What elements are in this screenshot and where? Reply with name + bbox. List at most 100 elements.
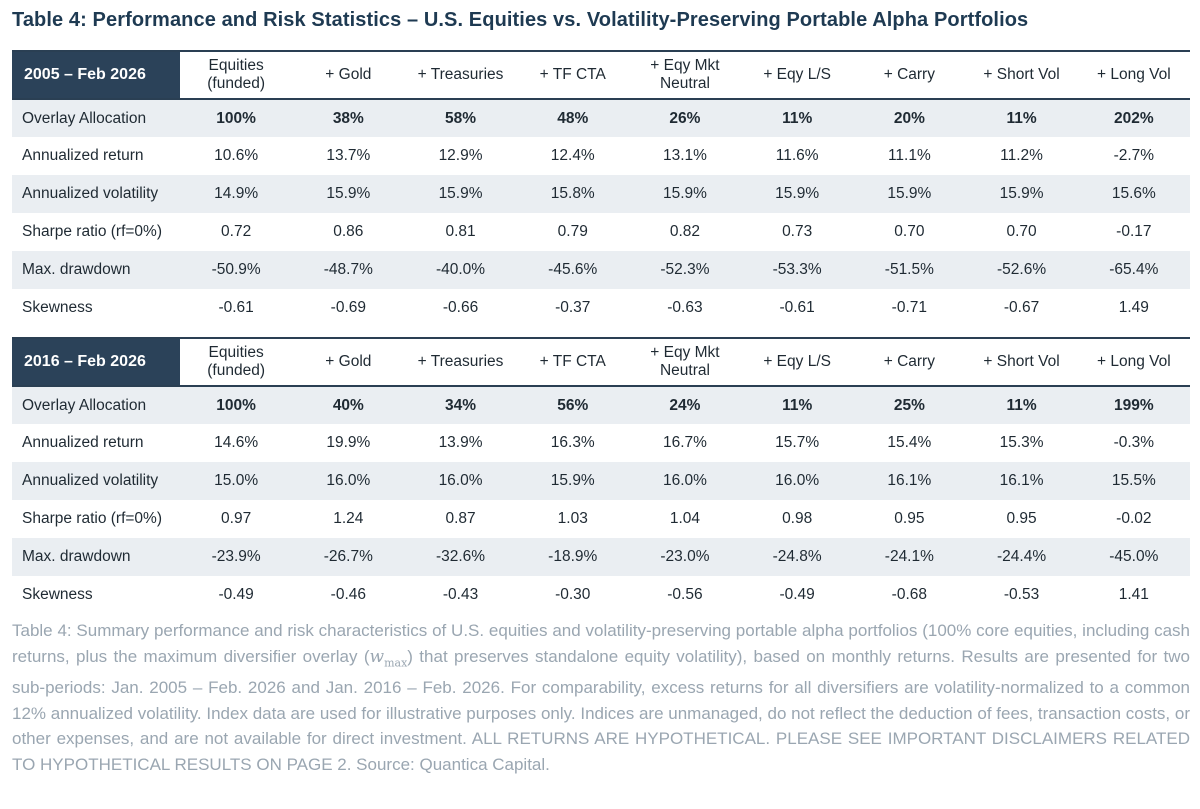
table-cell: 15.3% <box>999 434 1044 451</box>
table-row: Annualized return 14.6% 19.9% 13.9% 16.3% 16.… <box>12 424 1190 462</box>
column-header: + Treasuries <box>404 337 517 387</box>
table-row: Annualized return 10.6% 13.7% 12.9% 12.4% 13.… <box>12 137 1190 175</box>
table-cell: -0.53 <box>1003 586 1040 603</box>
table-cell: -65.4% <box>1077 251 1190 289</box>
table-cell: 15.6% <box>1077 175 1190 213</box>
table-cell: 15.9% <box>741 175 854 213</box>
table-cell: -0.02 <box>1116 510 1152 527</box>
table-cell: -50.9% <box>180 251 293 289</box>
caption-math-sub: max <box>384 655 408 669</box>
caption-math-wmax: wmax <box>370 647 408 669</box>
table-cell: 0.98 <box>782 510 813 527</box>
column-header: + Carry <box>853 50 966 100</box>
column-header-line2: (funded) <box>207 362 265 379</box>
column-header-line1: Equities <box>208 57 264 74</box>
stats-table-2005: 2005 – Feb 2026 Equities (funded) + Gold + T… <box>12 50 1190 327</box>
table-row: Annualized volatility 14.9% 15.9% 15.9% 15.8… <box>12 175 1190 213</box>
row-label: Annualized volatility <box>12 462 181 500</box>
column-header-line1: + Short Vol <box>983 66 1060 83</box>
table-cell: 1.03 <box>557 510 588 527</box>
table-cell: 0.95 <box>894 510 925 527</box>
table-row: Sharpe ratio (rf=0%) 0.97 1.24 0.87 1.03 1.04… <box>12 500 1190 538</box>
row-label: Annualized return <box>22 147 144 164</box>
table-cell: 16.1% <box>965 462 1078 500</box>
table-cell: 16.0% <box>741 462 854 500</box>
table-cell: 11.2% <box>1000 147 1043 164</box>
table-cell: -26.7% <box>292 538 405 576</box>
table-cell: 0.87 <box>445 510 476 527</box>
table-cell: 15.4% <box>887 434 932 451</box>
table-cell: 0.70 <box>1006 223 1037 240</box>
table-title: Table 4: Performance and Risk Statistics… <box>12 9 1029 31</box>
table-row: Overlay Allocation 100% 40% 34% 56% 24% 11% 25%… <box>12 386 1190 424</box>
table-cell: -0.43 <box>442 586 479 603</box>
table-cell: 19.9% <box>326 434 371 451</box>
period-label: 2016 – Feb 2026 <box>12 337 181 387</box>
table-cell: -40.0% <box>404 251 517 289</box>
table-cell: 11% <box>741 386 854 424</box>
table-cell: -45.0% <box>1077 538 1190 576</box>
table-row: Skewness -0.49 -0.46 -0.43 -0.30 -0.56 -0.49 -0… <box>12 576 1190 614</box>
table-cell: 15.0% <box>180 462 293 500</box>
table-cell: 0.70 <box>894 223 925 240</box>
column-header: + Eqy Mkt Neutral <box>628 337 742 387</box>
column-header-line1: + Carry <box>883 353 935 370</box>
table-cell: 16.3% <box>550 434 595 451</box>
column-header: + TF CTA <box>516 50 629 100</box>
table-cell: -48.7% <box>292 251 405 289</box>
period-label: 2005 – Feb 2026 <box>12 50 181 100</box>
table-cell: -0.56 <box>667 586 703 603</box>
column-header: + Gold <box>292 337 405 387</box>
column-header-line1: Equities <box>208 344 264 361</box>
table-cell: 15.9% <box>404 175 517 213</box>
table-cell: 100% <box>180 386 293 424</box>
column-header-line1: + Carry <box>883 66 935 83</box>
table-cell: 16.0% <box>404 462 517 500</box>
table-cell: 15.5% <box>1077 462 1190 500</box>
table-cell: 15.7% <box>775 434 820 451</box>
table-cell: 0.97 <box>221 510 252 527</box>
row-label: Sharpe ratio (rf=0%) <box>22 510 162 527</box>
column-header: + Eqy Mkt Neutral <box>628 50 742 100</box>
table-cell: -0.71 <box>891 299 928 316</box>
table-cell: 15.9% <box>516 462 629 500</box>
table-cell: 34% <box>404 386 517 424</box>
table-cell: 15.8% <box>516 175 629 213</box>
table-cell: 0.73 <box>782 223 813 240</box>
table-cell: -51.5% <box>853 251 966 289</box>
column-header-line1: + Long Vol <box>1096 353 1171 370</box>
table-cell: 16.1% <box>853 462 966 500</box>
column-header: + Gold <box>292 50 405 100</box>
table-cell: 40% <box>292 386 405 424</box>
table-cell: 100% <box>180 99 293 137</box>
table-cell: 11% <box>965 386 1078 424</box>
table-cell: -53.3% <box>741 251 854 289</box>
table-cell: 15.9% <box>628 175 742 213</box>
table-cell: -0.68 <box>891 586 928 603</box>
caption-text-1: Table 4: Summary performance and risk ch… <box>12 621 1190 666</box>
table-cell: -18.9% <box>516 538 629 576</box>
table-cell: 1.41 <box>1118 586 1149 603</box>
column-header-line1: + TF CTA <box>539 66 606 83</box>
table-cell: -0.30 <box>555 586 591 603</box>
column-header: + Treasuries <box>404 50 517 100</box>
table-cell: -24.1% <box>853 538 966 576</box>
stats-table-2016: 2016 – Feb 2026 Equities (funded) + Gold + T… <box>12 337 1190 614</box>
table-cell: 11.1% <box>887 147 931 164</box>
column-header: + Long Vol <box>1077 337 1190 387</box>
table-cell: 12.4% <box>550 147 595 164</box>
table-cell: -0.66 <box>442 299 479 316</box>
table-cell: -52.6% <box>965 251 1078 289</box>
table-cell: -0.61 <box>218 299 254 316</box>
table-cell: 16.0% <box>628 462 742 500</box>
table-cell: 13.1% <box>662 147 707 164</box>
table-cell: -0.69 <box>330 299 366 316</box>
table-cell: 38% <box>292 99 405 137</box>
column-header-line1: + Long Vol <box>1096 66 1171 83</box>
table-cell: 0.95 <box>1006 510 1037 527</box>
column-header-line1: + Eqy L/S <box>763 353 831 370</box>
table-row: Sharpe ratio (rf=0%) 0.72 0.86 0.81 0.79 0.82… <box>12 213 1190 251</box>
column-header: + Carry <box>853 337 966 387</box>
column-header: + Short Vol <box>965 337 1078 387</box>
table-cell: 11.6% <box>775 147 819 164</box>
